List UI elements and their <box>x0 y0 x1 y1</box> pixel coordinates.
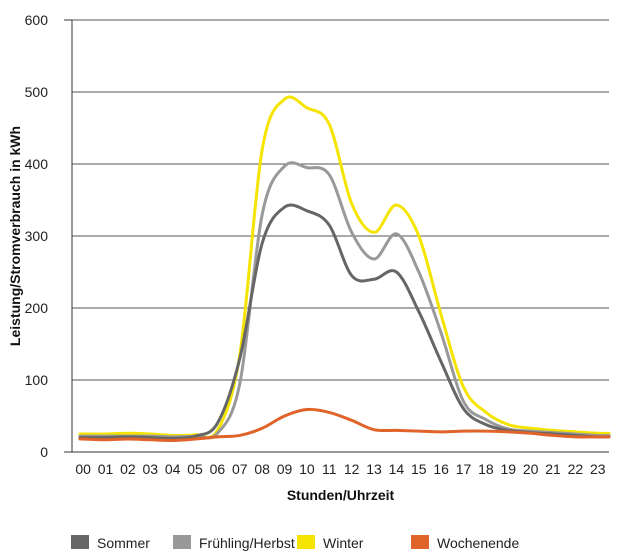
x-tick-label: 19 <box>501 461 517 477</box>
legend-label-fr-hling-herbst: Frühling/Herbst <box>199 535 295 551</box>
x-tick-label: 14 <box>389 461 405 477</box>
x-tick-label: 02 <box>120 461 136 477</box>
x-tick-label: 01 <box>98 461 114 477</box>
legend-swatch-fr-hling-herbst <box>173 535 191 549</box>
x-tick-label: 15 <box>411 461 427 477</box>
x-tick-label: 18 <box>478 461 494 477</box>
x-tick-label: 11 <box>322 461 337 477</box>
x-axis-title: Stunden/Uhrzeit <box>287 487 395 503</box>
y-tick-label: 0 <box>40 444 48 460</box>
y-tick-labels: 0 100 200 300 400 500 600 <box>25 12 49 460</box>
y-tick-label: 100 <box>25 372 49 388</box>
y-axis-title: Leistung/Stromverbrauch in kWh <box>7 126 23 346</box>
series-line-winter <box>78 95 611 439</box>
x-tick-label: 06 <box>210 461 226 477</box>
x-tick-label: 13 <box>366 461 382 477</box>
axes <box>64 19 609 453</box>
x-tick-label: 08 <box>254 461 270 477</box>
legend-swatch-sommer <box>71 535 89 549</box>
legend-label-wochenende: Wochenende <box>437 535 519 551</box>
y-tick-label: 300 <box>25 228 49 244</box>
x-tick-label: 12 <box>344 461 360 477</box>
legend-swatch-winter <box>297 535 315 549</box>
x-tick-label: 22 <box>568 461 584 477</box>
x-tick-label: 20 <box>523 461 539 477</box>
legend-label-sommer: Sommer <box>97 535 150 551</box>
gridlines <box>72 19 609 381</box>
x-tick-label: 23 <box>590 461 606 477</box>
legend-swatch-wochenende <box>411 535 429 549</box>
x-tick-label: 00 <box>75 461 91 477</box>
y-tick-label: 400 <box>25 156 49 172</box>
y-tick-label: 600 <box>25 12 49 28</box>
series-line-fr-hling-herbst <box>78 161 611 440</box>
legend: Sommer Frühling/Herbst Winter Wochenende <box>71 535 519 551</box>
series-line-wochenende <box>78 407 611 442</box>
series-lines <box>78 95 611 442</box>
x-tick-label: 04 <box>165 461 181 477</box>
x-tick-label: 05 <box>187 461 203 477</box>
x-tick-label: 10 <box>299 461 315 477</box>
series-line-sommer <box>78 203 611 440</box>
y-tick-label: 200 <box>25 300 49 316</box>
x-tick-labels: 00 01 02 03 04 05 06 07 08 09 10 11 12 13 14 15 16 17 18 19… <box>75 461 605 477</box>
x-tick-label: 03 <box>143 461 159 477</box>
legend-label-winter: Winter <box>323 535 364 551</box>
x-tick-label: 16 <box>433 461 449 477</box>
x-tick-label: 09 <box>277 461 293 477</box>
x-tick-label: 21 <box>545 461 561 477</box>
y-tick-label: 500 <box>25 84 49 100</box>
x-tick-label: 07 <box>232 461 248 477</box>
x-tick-label: 17 <box>456 461 472 477</box>
